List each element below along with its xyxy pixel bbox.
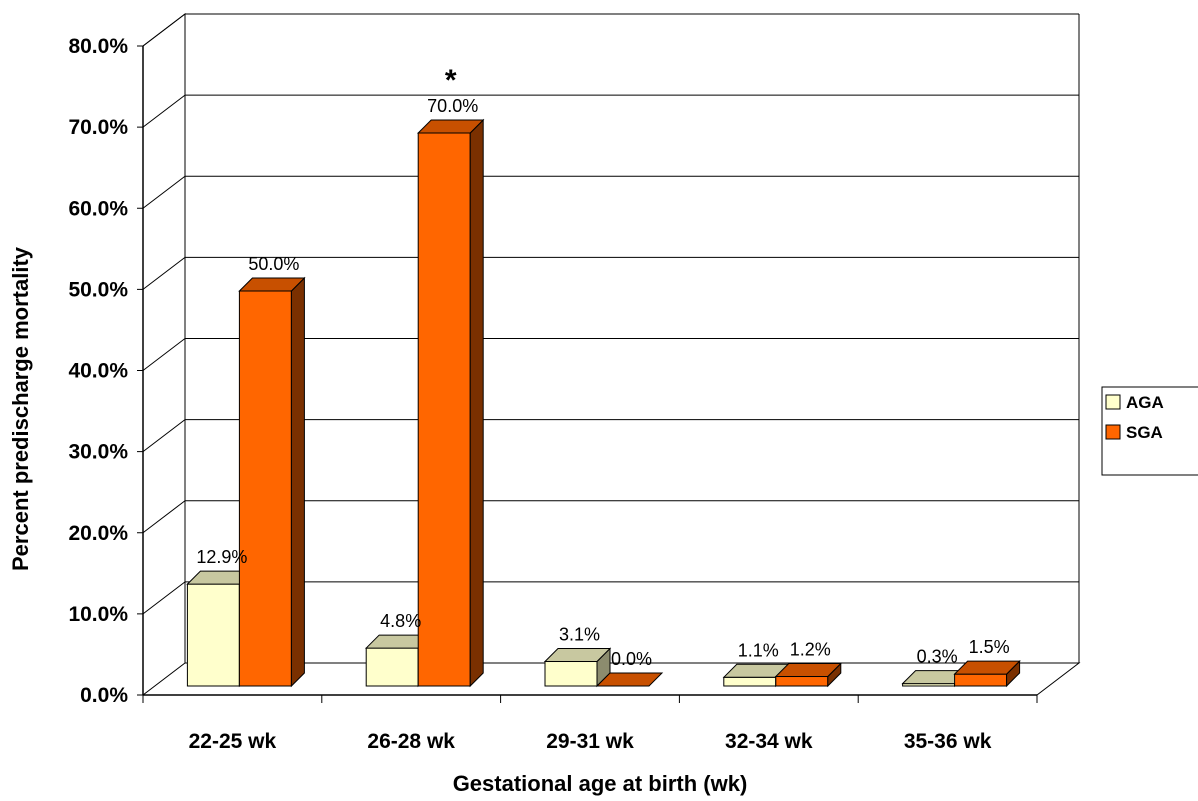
y-tick-label: 50.0% <box>68 278 128 301</box>
legend-swatch-sga <box>1105 424 1121 440</box>
data-label: 1.2% <box>790 640 831 660</box>
bar-front <box>186 583 240 687</box>
x-axis-title: Gestational age at birth (wk) <box>453 771 748 796</box>
bar-sga <box>238 276 306 688</box>
bar-top <box>953 660 1021 675</box>
bar-front <box>544 661 598 687</box>
bar-front <box>723 676 777 687</box>
x-tick-label: 22-25 wk <box>189 730 277 753</box>
legend-label-aga: AGA <box>1126 393 1164 412</box>
bar-front <box>954 673 1008 687</box>
data-label: 12.9% <box>196 547 247 567</box>
bar-front <box>417 132 471 687</box>
y-tick-label: 80.0% <box>68 35 128 58</box>
gridline-side <box>142 13 186 47</box>
bars <box>186 118 1021 688</box>
data-label: 70.0% <box>427 96 478 116</box>
y-tick-label: 70.0% <box>68 116 128 139</box>
data-label: 1.5% <box>969 637 1010 657</box>
legend: AGA SGA <box>1101 386 1198 476</box>
bar-top <box>595 672 664 687</box>
bar-sga <box>953 659 1021 688</box>
y-tick-label: 0.0% <box>80 684 128 707</box>
data-label: 3.1% <box>559 625 600 645</box>
gridline-side <box>142 94 186 128</box>
bar-sga <box>774 662 843 688</box>
gridline-side <box>142 338 186 371</box>
x-tick-label: 29-31 wk <box>546 730 634 753</box>
data-label: 50.0% <box>248 254 299 274</box>
legend-label-sga: SGA <box>1126 423 1163 442</box>
data-label: 4.8% <box>380 611 421 631</box>
bar-sga <box>595 672 664 687</box>
y-axis-title: Percent predischarge mortality <box>8 246 33 571</box>
y-tick-label: 60.0% <box>68 197 128 220</box>
bar-front <box>365 647 419 687</box>
bar-side <box>469 118 484 688</box>
x-tick-label: 32-34 wk <box>725 730 813 753</box>
gridline-side <box>142 581 186 615</box>
y-tick-label: 30.0% <box>68 441 128 464</box>
significance-asterisk: * <box>445 64 457 97</box>
data-label: 0.3% <box>917 647 958 667</box>
bar-top <box>774 663 843 678</box>
x-tick-label: 35-36 wk <box>904 730 992 753</box>
gridline-side <box>142 500 186 534</box>
gridline-side <box>142 256 186 290</box>
bar-sga <box>416 118 485 688</box>
data-labels: 12.9% 4.8% 3.1% 1.1% 0.3% 50.0% 70.0% 0.0% 1.2% 1… <box>196 64 1009 669</box>
y-tick-label: 20.0% <box>68 522 128 545</box>
y-tick-label: 10.0% <box>68 603 128 626</box>
bar-top <box>543 648 612 663</box>
bar-top <box>238 277 306 292</box>
gridline-side <box>142 175 186 209</box>
bar-side <box>290 276 305 688</box>
x-tick-label: 26-28 wk <box>367 730 455 753</box>
legend-swatch-aga <box>1105 394 1121 410</box>
data-label: 0.0% <box>611 649 652 669</box>
gridline-side <box>142 419 186 453</box>
y-tick-label: 40.0% <box>68 360 128 383</box>
bar-aga <box>543 647 612 688</box>
axes: 0.0% 10.0% 20.0% 30.0% 40.0% 50.0% 60.0% 70.0% 8… <box>68 35 1038 753</box>
data-label: 1.1% <box>738 640 779 660</box>
bar-front <box>775 676 829 687</box>
bar-top <box>416 119 485 134</box>
bar-front <box>238 290 292 687</box>
